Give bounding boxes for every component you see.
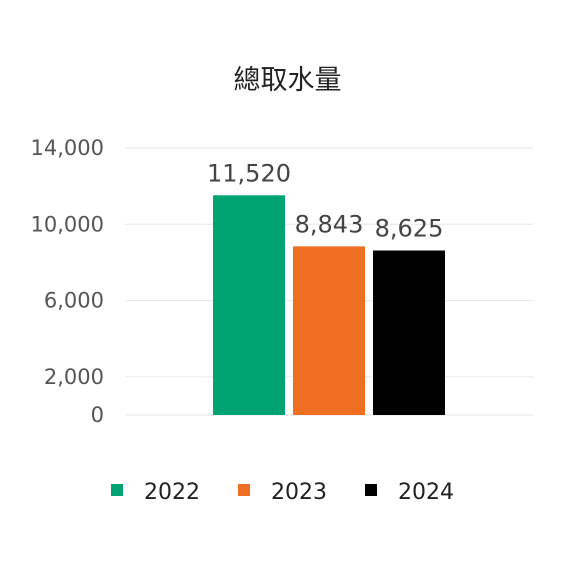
y-axis-ticks: 0 2,000 6,000 10,000 14,000	[31, 136, 104, 427]
legend-label-2023: 2023	[271, 480, 327, 505]
data-label-2022: 11,520	[207, 159, 291, 187]
y-tick-label: 0	[91, 403, 104, 427]
legend: 2022 2023 2024	[111, 480, 454, 505]
legend-swatch-2022	[111, 484, 123, 496]
legend-label-2022: 2022	[144, 480, 200, 505]
legend-label-2024: 2024	[398, 480, 454, 505]
y-tick-label: 14,000	[31, 136, 104, 160]
y-tick-label: 6,000	[44, 289, 104, 313]
legend-swatch-2023	[238, 484, 250, 496]
data-label-2024: 8,625	[375, 215, 444, 243]
chart-title: 總取水量	[233, 65, 342, 96]
data-label-2023: 8,843	[295, 210, 364, 238]
bar-2024	[373, 250, 445, 415]
y-tick-label: 10,000	[31, 212, 104, 236]
legend-swatch-2024	[365, 484, 377, 496]
bar-2023	[293, 246, 365, 415]
y-tick-label: 2,000	[44, 365, 104, 389]
bar-2022	[213, 195, 285, 415]
bars	[213, 195, 445, 415]
